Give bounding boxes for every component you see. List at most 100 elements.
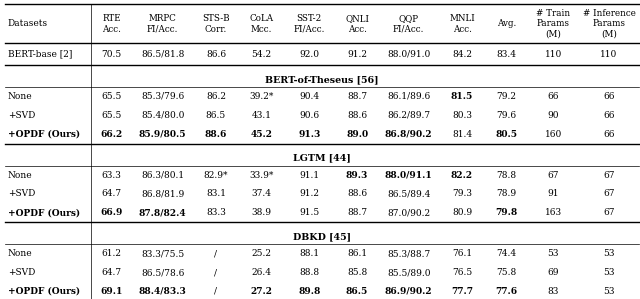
Text: 25.2: 25.2 <box>252 249 271 258</box>
Text: /: / <box>214 249 218 258</box>
Text: 82.2: 82.2 <box>451 170 473 180</box>
Text: 85.9/80.5: 85.9/80.5 <box>139 129 186 139</box>
Text: BERT-base [2]: BERT-base [2] <box>8 50 72 59</box>
Text: 86.8/81.9: 86.8/81.9 <box>141 189 184 199</box>
Text: MNLI
Acc.: MNLI Acc. <box>449 14 475 33</box>
Text: 80.3: 80.3 <box>452 111 472 120</box>
Text: 83.3/75.5: 83.3/75.5 <box>141 249 184 258</box>
Text: 76.1: 76.1 <box>452 249 472 258</box>
Text: 86.2/89.7: 86.2/89.7 <box>387 111 430 120</box>
Text: 88.0/91.1: 88.0/91.1 <box>385 170 433 180</box>
Text: 65.5: 65.5 <box>102 111 122 120</box>
Text: None: None <box>8 92 32 101</box>
Text: 163: 163 <box>545 208 562 217</box>
Text: 67: 67 <box>604 208 614 217</box>
Text: DBKD [45]: DBKD [45] <box>293 232 351 241</box>
Text: 53: 53 <box>604 249 614 258</box>
Text: 83.1: 83.1 <box>206 189 226 199</box>
Text: 84.2: 84.2 <box>452 50 472 59</box>
Text: # Inference
Params
(M): # Inference Params (M) <box>582 9 636 39</box>
Text: 78.9: 78.9 <box>496 189 516 199</box>
Text: 89.3: 89.3 <box>346 170 368 180</box>
Text: +SVD: +SVD <box>8 189 35 199</box>
Text: 66: 66 <box>604 129 614 139</box>
Text: QQP
FI/Acc.: QQP FI/Acc. <box>393 14 424 33</box>
Text: +SVD: +SVD <box>8 268 35 277</box>
Text: 86.5/78.6: 86.5/78.6 <box>141 268 184 277</box>
Text: 90: 90 <box>547 111 559 120</box>
Text: 110: 110 <box>600 50 618 59</box>
Text: 26.4: 26.4 <box>252 268 271 277</box>
Text: 86.5/89.4: 86.5/89.4 <box>387 189 430 199</box>
Text: 86.5: 86.5 <box>206 111 226 120</box>
Text: 53: 53 <box>604 268 614 277</box>
Text: 77.7: 77.7 <box>451 287 473 296</box>
Text: 86.5: 86.5 <box>346 287 368 296</box>
Text: 91.2: 91.2 <box>300 189 319 199</box>
Text: 91.2: 91.2 <box>347 50 367 59</box>
Text: 88.6: 88.6 <box>347 111 367 120</box>
Text: 66: 66 <box>604 92 614 101</box>
Text: 45.2: 45.2 <box>250 129 272 139</box>
Text: 91: 91 <box>547 189 559 199</box>
Text: RTE
Acc.: RTE Acc. <box>102 14 121 33</box>
Text: 86.6: 86.6 <box>206 50 226 59</box>
Text: 53: 53 <box>547 249 559 258</box>
Text: 85.3/88.7: 85.3/88.7 <box>387 249 430 258</box>
Text: +SVD: +SVD <box>8 111 35 120</box>
Text: 43.1: 43.1 <box>252 111 271 120</box>
Text: 79.2: 79.2 <box>496 92 516 101</box>
Text: 89.8: 89.8 <box>298 287 321 296</box>
Text: Avg.: Avg. <box>497 19 516 28</box>
Text: SST-2
FI/Acc.: SST-2 FI/Acc. <box>294 14 325 33</box>
Text: 67: 67 <box>604 170 614 180</box>
Text: CoLA
Mcc.: CoLA Mcc. <box>249 14 273 33</box>
Text: 86.9/90.2: 86.9/90.2 <box>385 287 433 296</box>
Text: 88.7: 88.7 <box>347 92 367 101</box>
Text: None: None <box>8 249 32 258</box>
Text: 86.1: 86.1 <box>347 249 367 258</box>
Text: 91.5: 91.5 <box>299 208 319 217</box>
Text: 64.7: 64.7 <box>102 189 122 199</box>
Text: LGTM [44]: LGTM [44] <box>293 153 351 162</box>
Text: 89.0: 89.0 <box>346 129 368 139</box>
Text: 80.9: 80.9 <box>452 208 472 217</box>
Text: 66.9: 66.9 <box>100 208 123 217</box>
Text: /: / <box>214 268 218 277</box>
Text: 88.0/91.0: 88.0/91.0 <box>387 50 430 59</box>
Text: 86.8/90.2: 86.8/90.2 <box>385 129 433 139</box>
Text: 81.4: 81.4 <box>452 129 472 139</box>
Text: 87.8/82.4: 87.8/82.4 <box>139 208 186 217</box>
Text: 74.4: 74.4 <box>496 249 516 258</box>
Text: MRPC
FI/Acc.: MRPC FI/Acc. <box>147 14 179 33</box>
Text: QNLI
Acc.: QNLI Acc. <box>345 14 369 33</box>
Text: 77.6: 77.6 <box>495 287 517 296</box>
Text: 75.8: 75.8 <box>496 268 516 277</box>
Text: 63.3: 63.3 <box>102 170 122 180</box>
Text: 91.3: 91.3 <box>298 129 321 139</box>
Text: 90.6: 90.6 <box>299 111 319 120</box>
Text: 39.2*: 39.2* <box>249 92 273 101</box>
Text: 87.0/90.2: 87.0/90.2 <box>387 208 430 217</box>
Text: 65.5: 65.5 <box>102 92 122 101</box>
Text: 110: 110 <box>545 50 562 59</box>
Text: 88.1: 88.1 <box>299 249 319 258</box>
Text: 88.4/83.3: 88.4/83.3 <box>139 287 186 296</box>
Text: 78.8: 78.8 <box>496 170 516 180</box>
Text: 67: 67 <box>547 170 559 180</box>
Text: 80.5: 80.5 <box>495 129 517 139</box>
Text: 83.3: 83.3 <box>206 208 226 217</box>
Text: 54.2: 54.2 <box>252 50 271 59</box>
Text: 86.3/80.1: 86.3/80.1 <box>141 170 184 180</box>
Text: 69.1: 69.1 <box>100 287 123 296</box>
Text: 81.5: 81.5 <box>451 92 473 101</box>
Text: 85.5/89.0: 85.5/89.0 <box>387 268 430 277</box>
Text: 85.3/79.6: 85.3/79.6 <box>141 92 184 101</box>
Text: 69: 69 <box>547 268 559 277</box>
Text: 79.3: 79.3 <box>452 189 472 199</box>
Text: 160: 160 <box>545 129 562 139</box>
Text: /: / <box>214 287 218 296</box>
Text: 86.5/81.8: 86.5/81.8 <box>141 50 184 59</box>
Text: None: None <box>8 170 32 180</box>
Text: # Train
Params
(M): # Train Params (M) <box>536 9 570 39</box>
